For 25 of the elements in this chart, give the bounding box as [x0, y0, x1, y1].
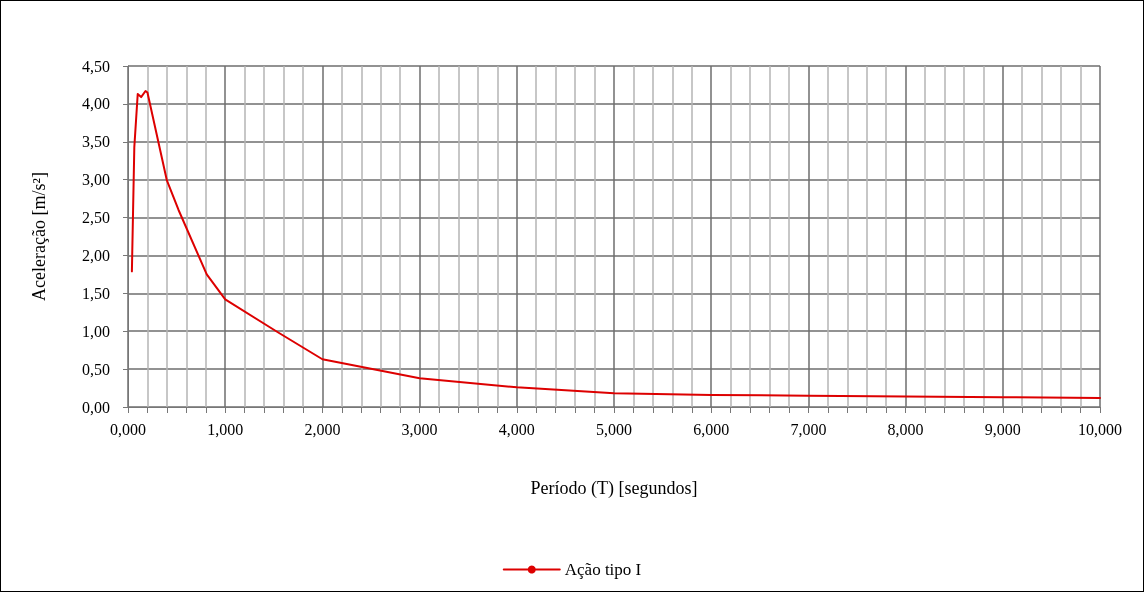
y-axis-title: Aceleração [m/s²] [29, 172, 49, 301]
x-tick-label: 2,000 [304, 420, 341, 438]
x-tick-label: 6,000 [693, 420, 730, 438]
y-tick-label: 2,00 [82, 246, 110, 264]
x-tick-label: 4,000 [498, 420, 535, 438]
y-tick-label: 1,50 [82, 284, 110, 302]
y-tick-label: 3,50 [82, 133, 110, 151]
y-tick-label: 4,00 [82, 95, 110, 113]
x-tick-label: 10,000 [1078, 420, 1122, 438]
x-axis-title: Período (T) [segundos] [530, 478, 698, 499]
legend-label: Ação tipo I [564, 560, 642, 579]
y-tick-label: 0,50 [82, 360, 110, 378]
x-tick-label: 3,000 [401, 420, 438, 438]
y-tick-label: 2,50 [82, 209, 110, 227]
x-tick-label: 9,000 [984, 420, 1021, 438]
x-tick-label: 1,000 [207, 420, 244, 438]
x-tick-label: 7,000 [790, 420, 827, 438]
y-tick-label: 0,00 [82, 398, 110, 416]
y-tick-label: 3,00 [82, 171, 110, 189]
y-tick-label: 4,50 [82, 57, 110, 75]
x-tick-label: 5,000 [596, 420, 632, 438]
line-series [130, 90, 1101, 399]
x-tick-label: 0,000 [110, 420, 146, 438]
x-tick-label: 8,000 [887, 420, 924, 438]
y-tick-label: 1,00 [82, 322, 110, 340]
